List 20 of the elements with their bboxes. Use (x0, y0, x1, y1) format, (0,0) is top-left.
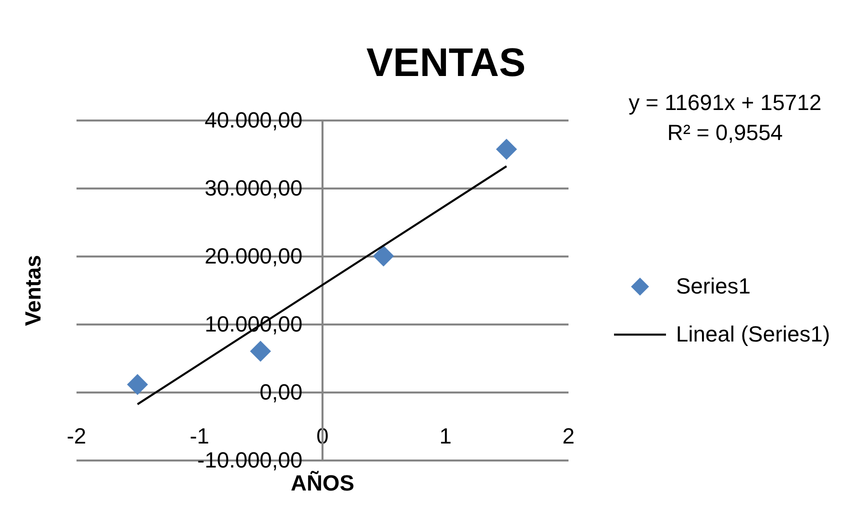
point (496, 138, 517, 160)
point (373, 246, 394, 266)
x-axis-title: AÑOS (290, 470, 354, 496)
legend-label: Lineal (Series1) (676, 322, 830, 347)
text: y = 11691x + 15712 (628, 90, 822, 115)
y-tick-label: 20.000,00 (204, 244, 302, 268)
x-tick-label: 1 (439, 424, 452, 448)
point (127, 374, 148, 396)
y-axis-title: Ventas (20, 255, 46, 326)
y-tick-label: 40.000,00 (204, 108, 302, 132)
point (250, 340, 271, 362)
x-tick-label: -2 (66, 424, 86, 448)
y-tick-label: 0,00 (260, 380, 302, 404)
x-tick-label: 2 (562, 424, 575, 448)
x-tick-label: -1 (190, 424, 210, 448)
text: R² = 0,9554 (667, 120, 783, 145)
legend-label: Series1 (676, 274, 751, 299)
y-tick-label: -10.000,00 (197, 448, 302, 472)
chart-title: VENTAS (366, 41, 526, 85)
y-tick-label: 30.000,00 (204, 176, 302, 200)
